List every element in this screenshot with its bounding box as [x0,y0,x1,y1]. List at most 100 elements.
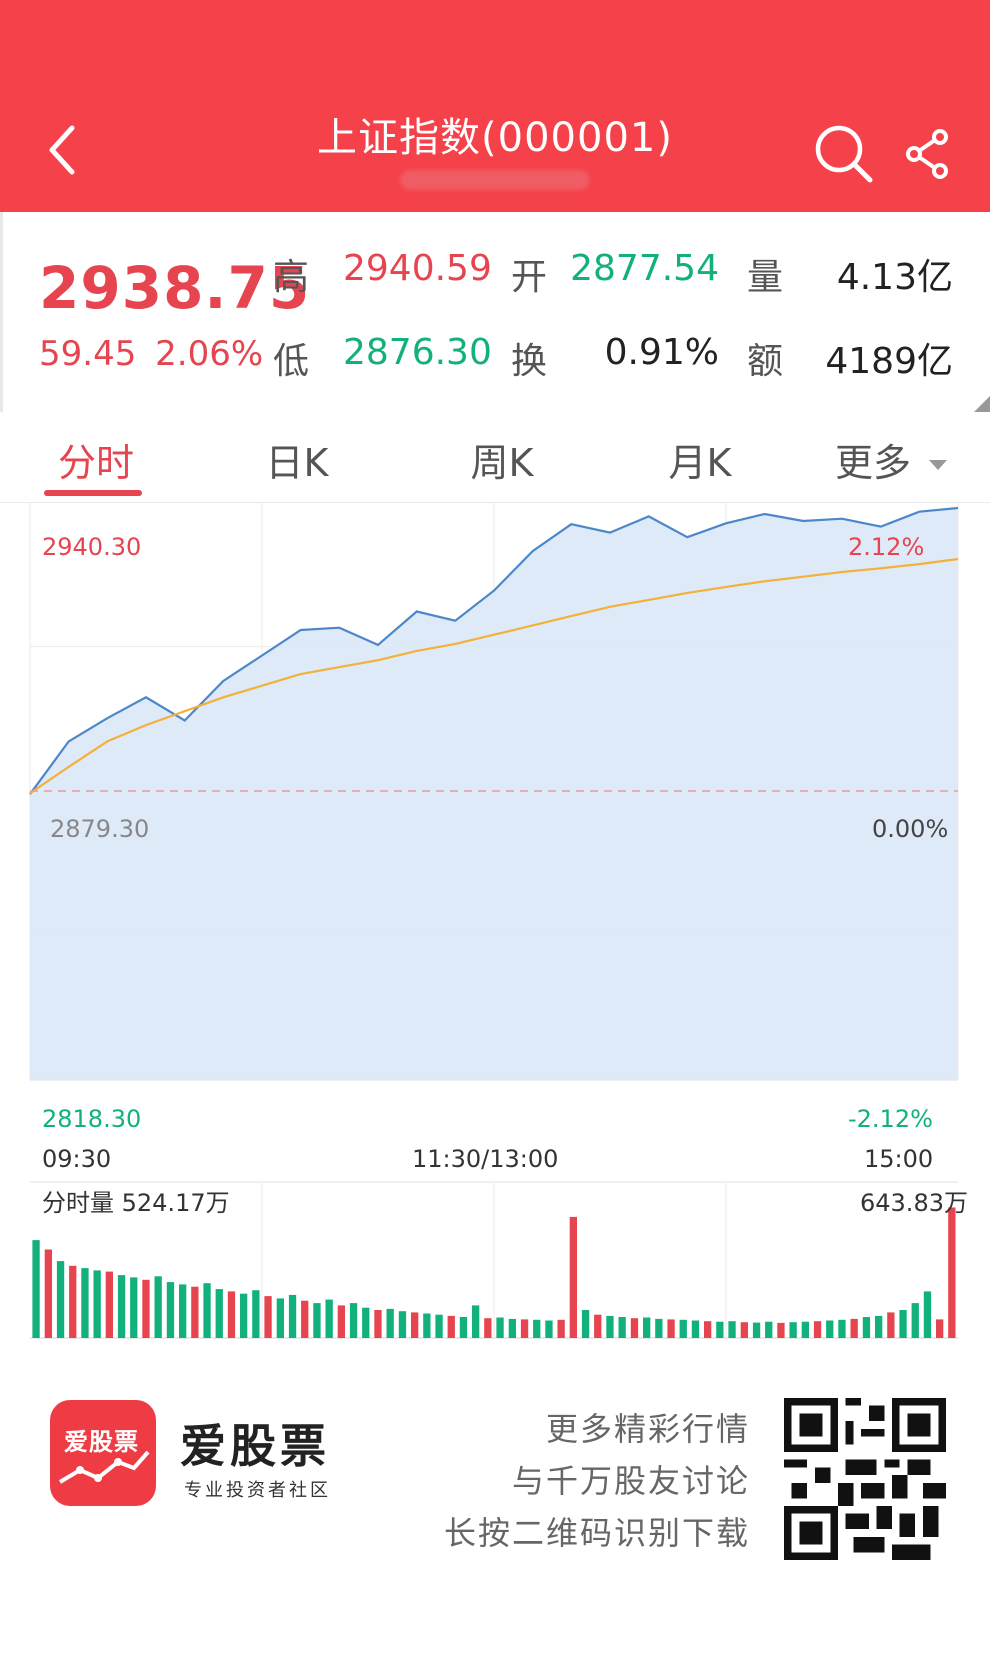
volume-bar [850,1318,858,1338]
qr-code-icon[interactable] [784,1398,946,1560]
volume-bar [386,1308,394,1338]
price-change: 59.45 2.06% [39,334,263,374]
volume-bar [569,1216,577,1338]
chart-tabs: 分时 日K 周K 月K 更多 [0,412,990,503]
volume-bar [655,1318,663,1338]
volume-bar [423,1313,431,1338]
volume-bar [557,1319,565,1338]
amount-label: 额 [747,341,784,382]
volume-bar [191,1286,199,1338]
volume-bar [643,1317,651,1338]
open-label: 开 [511,257,548,298]
volume-bar [911,1303,919,1338]
triangle-down-icon [929,459,948,470]
pct-max-label: 2.12% [848,533,925,561]
volume-bar [44,1249,52,1338]
volume-bar [203,1283,211,1338]
volume-bar [923,1291,932,1338]
volume-bar [264,1296,272,1338]
price-line [29,506,959,795]
volume-bar [142,1279,150,1338]
volume-label: 量 [747,257,784,298]
volume-bar [337,1305,345,1338]
volume-bars [32,1207,956,1338]
chevron-left-icon [49,125,75,175]
price-max-label: 2940.30 [42,533,142,561]
tab-more[interactable]: 更多 [826,432,956,487]
search-icon [815,125,873,183]
tab-more-label: 更多 [834,441,911,485]
trend-logo-icon [58,1450,150,1484]
volume-bar [887,1312,895,1338]
volume-bar [545,1320,553,1338]
volume-bar [496,1317,504,1338]
volume-bar [325,1299,333,1338]
volume-bar [459,1317,468,1338]
volume-bar [411,1312,419,1338]
price-area-fill [30,508,958,1080]
volume-bar [56,1261,65,1338]
volume-bar [117,1275,126,1338]
volume-bar [581,1310,590,1338]
volume-bar [630,1318,639,1338]
intraday-chart[interactable] [0,502,990,1362]
volume-bar [374,1310,382,1338]
average-line [29,557,959,795]
time-label-close: 15:00 [864,1145,934,1173]
volume-bar [826,1320,834,1338]
volume-bar [667,1319,675,1338]
volume-bar [520,1319,529,1338]
tab-monthly-k[interactable]: 月K [668,441,732,485]
volume-bar [801,1321,809,1338]
share-button[interactable] [904,128,952,180]
volume-label: 分时量 524.17万 [42,1189,230,1217]
volume-bar [716,1321,724,1338]
turnover-label: 换 [511,341,548,382]
share-icon [906,129,948,179]
volume-value: 4.13亿 [836,257,953,298]
volume-bar [948,1207,956,1338]
volume-bar [93,1270,101,1338]
volume-bar [899,1310,907,1338]
app-header: 上证指数(000001) [0,0,990,212]
open-value: 2877.54 [570,248,719,289]
volume-bar [838,1319,846,1338]
volume-bar [789,1322,797,1338]
volume-bar [936,1319,944,1338]
change-percent: 2.06% [155,334,264,374]
tab-weekly-k[interactable]: 周K [470,441,534,485]
price-min-label: 2818.30 [42,1105,142,1133]
volume-bar [435,1314,443,1338]
turnover-value: 0.91% [604,332,719,373]
volume-bar [288,1294,297,1338]
app-logo: 爱股票 [50,1400,156,1506]
promo-line-1: 更多精彩行情 [545,1410,750,1448]
tab-intraday[interactable]: 分时 [57,441,134,485]
low-label: 低 [273,341,310,382]
search-button[interactable] [812,122,876,186]
change-value: 59.45 [39,334,137,374]
expand-corner-icon[interactable] [974,396,990,412]
volume-bar [740,1322,748,1338]
volume-bar [349,1303,358,1338]
volume-bar [240,1293,248,1338]
page-title: 上证指数(000001) [317,115,673,161]
volume-bar [533,1319,541,1338]
volume-bar [752,1322,761,1338]
time-label-midday: 11:30/13:00 [412,1145,559,1173]
volume-bar [728,1321,736,1338]
low-value: 2876.30 [343,332,492,373]
volume-bar [777,1322,785,1338]
back-button[interactable] [42,122,86,178]
high-value: 2940.59 [343,248,492,289]
volume-bar [447,1315,455,1338]
volume-bar [227,1291,236,1338]
current-price: 2938.75 [39,254,311,322]
volume-max-label: 643.83万 [860,1189,968,1217]
volume-bar [276,1298,284,1338]
volume-bar [130,1277,138,1338]
volume-bar [691,1320,700,1338]
tab-daily-k[interactable]: 日K [265,441,329,485]
promo-line-2: 与千万股友讨论 [511,1462,750,1500]
active-tab-indicator [44,490,142,496]
